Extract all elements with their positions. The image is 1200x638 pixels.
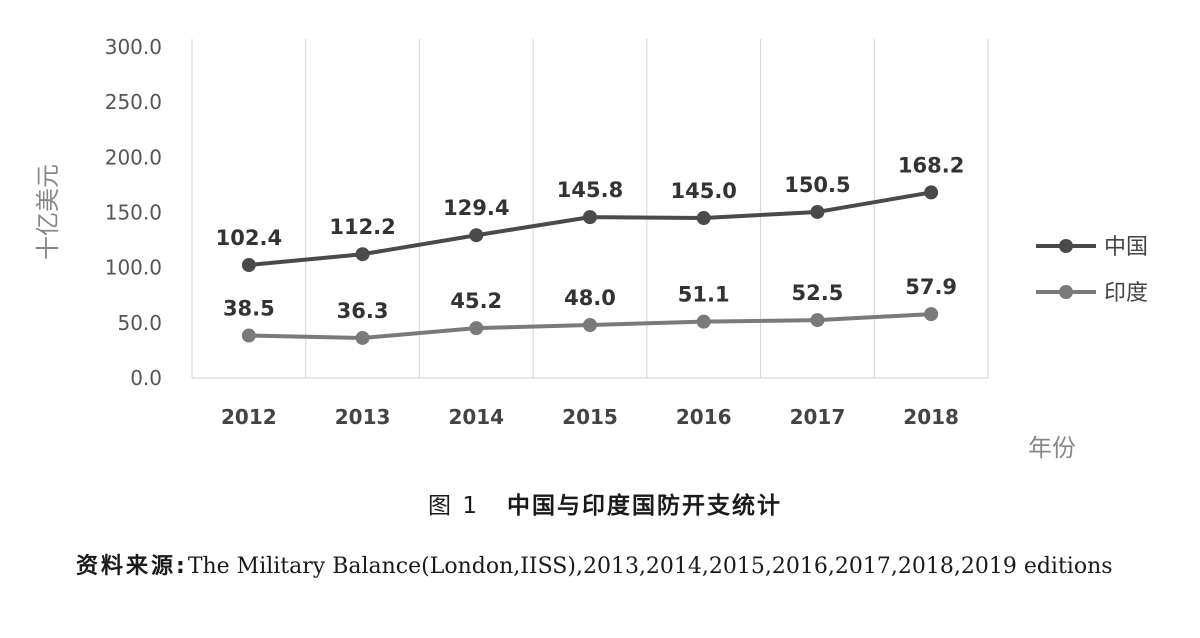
data-point <box>696 211 711 226</box>
data-label: 51.1 <box>678 283 730 307</box>
data-label: 112.2 <box>329 215 395 239</box>
y-tick-label: 50.0 <box>117 311 162 335</box>
x-axis-title: 年份 <box>1028 434 1076 462</box>
data-label: 57.9 <box>905 275 957 299</box>
data-label: 168.2 <box>898 153 964 177</box>
source-lead: 资料来源: <box>76 554 188 579</box>
data-point <box>469 228 484 243</box>
data-label: 102.4 <box>216 226 282 250</box>
y-tick-label: 150.0 <box>105 201 162 225</box>
x-tick-label: 2015 <box>562 405 618 429</box>
figure-number: 图 1 <box>428 493 479 519</box>
data-point <box>583 210 597 225</box>
x-tick-label: 2016 <box>676 405 732 429</box>
data-label: 36.3 <box>337 299 389 323</box>
data-point <box>241 258 256 273</box>
x-tick-label: 2014 <box>448 405 504 429</box>
figure-title: 中国与印度国防开支统计 <box>506 493 782 519</box>
data-point <box>924 307 939 322</box>
data-label: 52.5 <box>792 281 844 305</box>
legend-label: 印度 <box>1104 281 1148 306</box>
data-point <box>469 321 484 336</box>
data-label: 38.5 <box>223 297 275 321</box>
y-tick-label: 300.0 <box>105 35 162 59</box>
line-chart: 300.0 250.0 200.0 150.0 100.0 50.0 0.0 2012 2013… <box>34 35 1148 462</box>
y-tick-label: 0.0 <box>130 366 162 390</box>
y-tick-label: 100.0 <box>105 256 162 280</box>
y-tick-label: 200.0 <box>105 145 162 169</box>
data-point <box>696 314 711 329</box>
data-label: 145.0 <box>670 179 736 203</box>
legend-marker <box>1059 239 1073 253</box>
data-point <box>924 185 939 200</box>
source-note: 资料来源:The Military Balance(London,IISS),2… <box>14 540 1186 594</box>
data-point <box>241 328 256 343</box>
data-label: 150.5 <box>784 173 850 197</box>
data-label: 48.0 <box>564 286 616 310</box>
data-point <box>810 204 825 219</box>
data-point <box>355 330 370 345</box>
chart-svg: 300.0 250.0 200.0 150.0 100.0 50.0 0.0 2012 2013… <box>34 35 1148 462</box>
x-tick-label: 2012 <box>221 405 277 429</box>
x-tick-label: 2017 <box>790 405 846 429</box>
legend-marker <box>1059 285 1073 299</box>
data-label: 129.4 <box>443 196 509 220</box>
legend-label: 中国 <box>1104 235 1148 260</box>
data-point <box>810 313 825 328</box>
source-text: The Military Balance(London,IISS),2013,2… <box>187 554 1113 579</box>
x-tick-label: 2013 <box>335 405 391 429</box>
data-point <box>355 247 370 262</box>
data-label: 45.2 <box>450 289 502 313</box>
x-tick-label: 2018 <box>903 405 959 429</box>
y-axis-title: 十亿美元 <box>34 164 62 260</box>
figure-caption: 图 1 中国与印度国防开支统计 <box>0 486 1200 520</box>
data-point <box>583 318 597 333</box>
data-label: 145.8 <box>557 178 623 202</box>
y-tick-label: 250.0 <box>105 90 162 114</box>
